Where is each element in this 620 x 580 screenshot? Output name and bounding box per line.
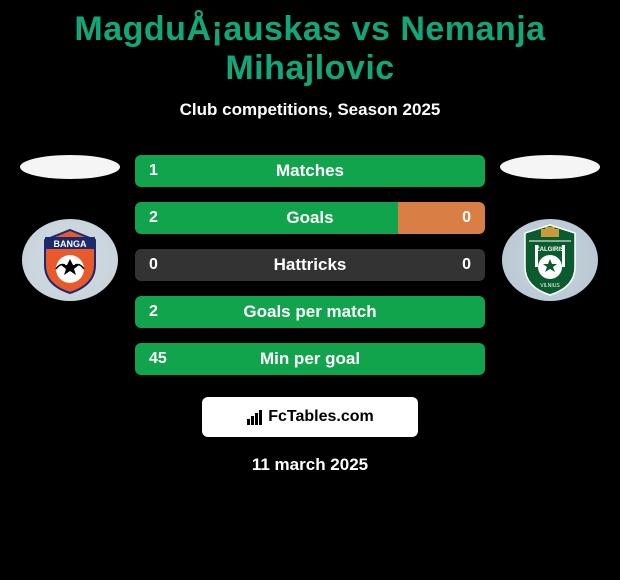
- left-column: BANGA: [20, 155, 120, 301]
- subtitle: Club competitions, Season 2025: [0, 100, 620, 120]
- stat-row-min-per-goal: 45 Min per goal: [135, 343, 485, 375]
- stat-row-goals-per-match: 2 Goals per match: [135, 296, 485, 328]
- fctables-logo[interactable]: FcTables.com: [202, 397, 418, 437]
- stat-row-goals: 2 Goals 0: [135, 202, 485, 234]
- zalgiris-shield-icon: ŽALGIRIS VILNIUS: [517, 223, 583, 297]
- right-column: ŽALGIRIS VILNIUS: [500, 155, 600, 301]
- stat-row-hattricks: 0 Hattricks 0: [135, 249, 485, 281]
- team-badge-right: ŽALGIRIS VILNIUS: [502, 219, 598, 301]
- stat-value-right: 0: [462, 256, 471, 274]
- page-title: MagduÅ¡auskas vs Nemanja Mihajlovic: [0, 10, 620, 88]
- stat-label: Min per goal: [135, 349, 485, 369]
- player-right-placeholder: [500, 155, 600, 179]
- team-badge-left: BANGA: [22, 219, 118, 301]
- stat-label: Hattricks: [135, 255, 485, 275]
- logo-text: FcTables.com: [268, 408, 374, 426]
- stat-row-matches: 1 Matches: [135, 155, 485, 187]
- stats-area: BANGA 1 Matches 2 Goals 0: [0, 155, 620, 375]
- svg-text:ŽALGIRIS: ŽALGIRIS: [536, 245, 564, 253]
- date-label: 11 march 2025: [0, 455, 620, 475]
- svg-text:VILNIUS: VILNIUS: [540, 283, 560, 289]
- stat-label: Goals: [135, 208, 485, 228]
- stat-label: Goals per match: [135, 302, 485, 322]
- stats-column: 1 Matches 2 Goals 0 0 Hattricks 0 2 Goal…: [135, 155, 485, 375]
- stat-value-right: 0: [462, 209, 471, 227]
- svg-text:BANGA: BANGA: [54, 239, 87, 249]
- chart-icon: [246, 408, 264, 426]
- stat-label: Matches: [135, 161, 485, 181]
- player-left-placeholder: [20, 155, 120, 179]
- banga-shield-icon: BANGA: [35, 225, 105, 295]
